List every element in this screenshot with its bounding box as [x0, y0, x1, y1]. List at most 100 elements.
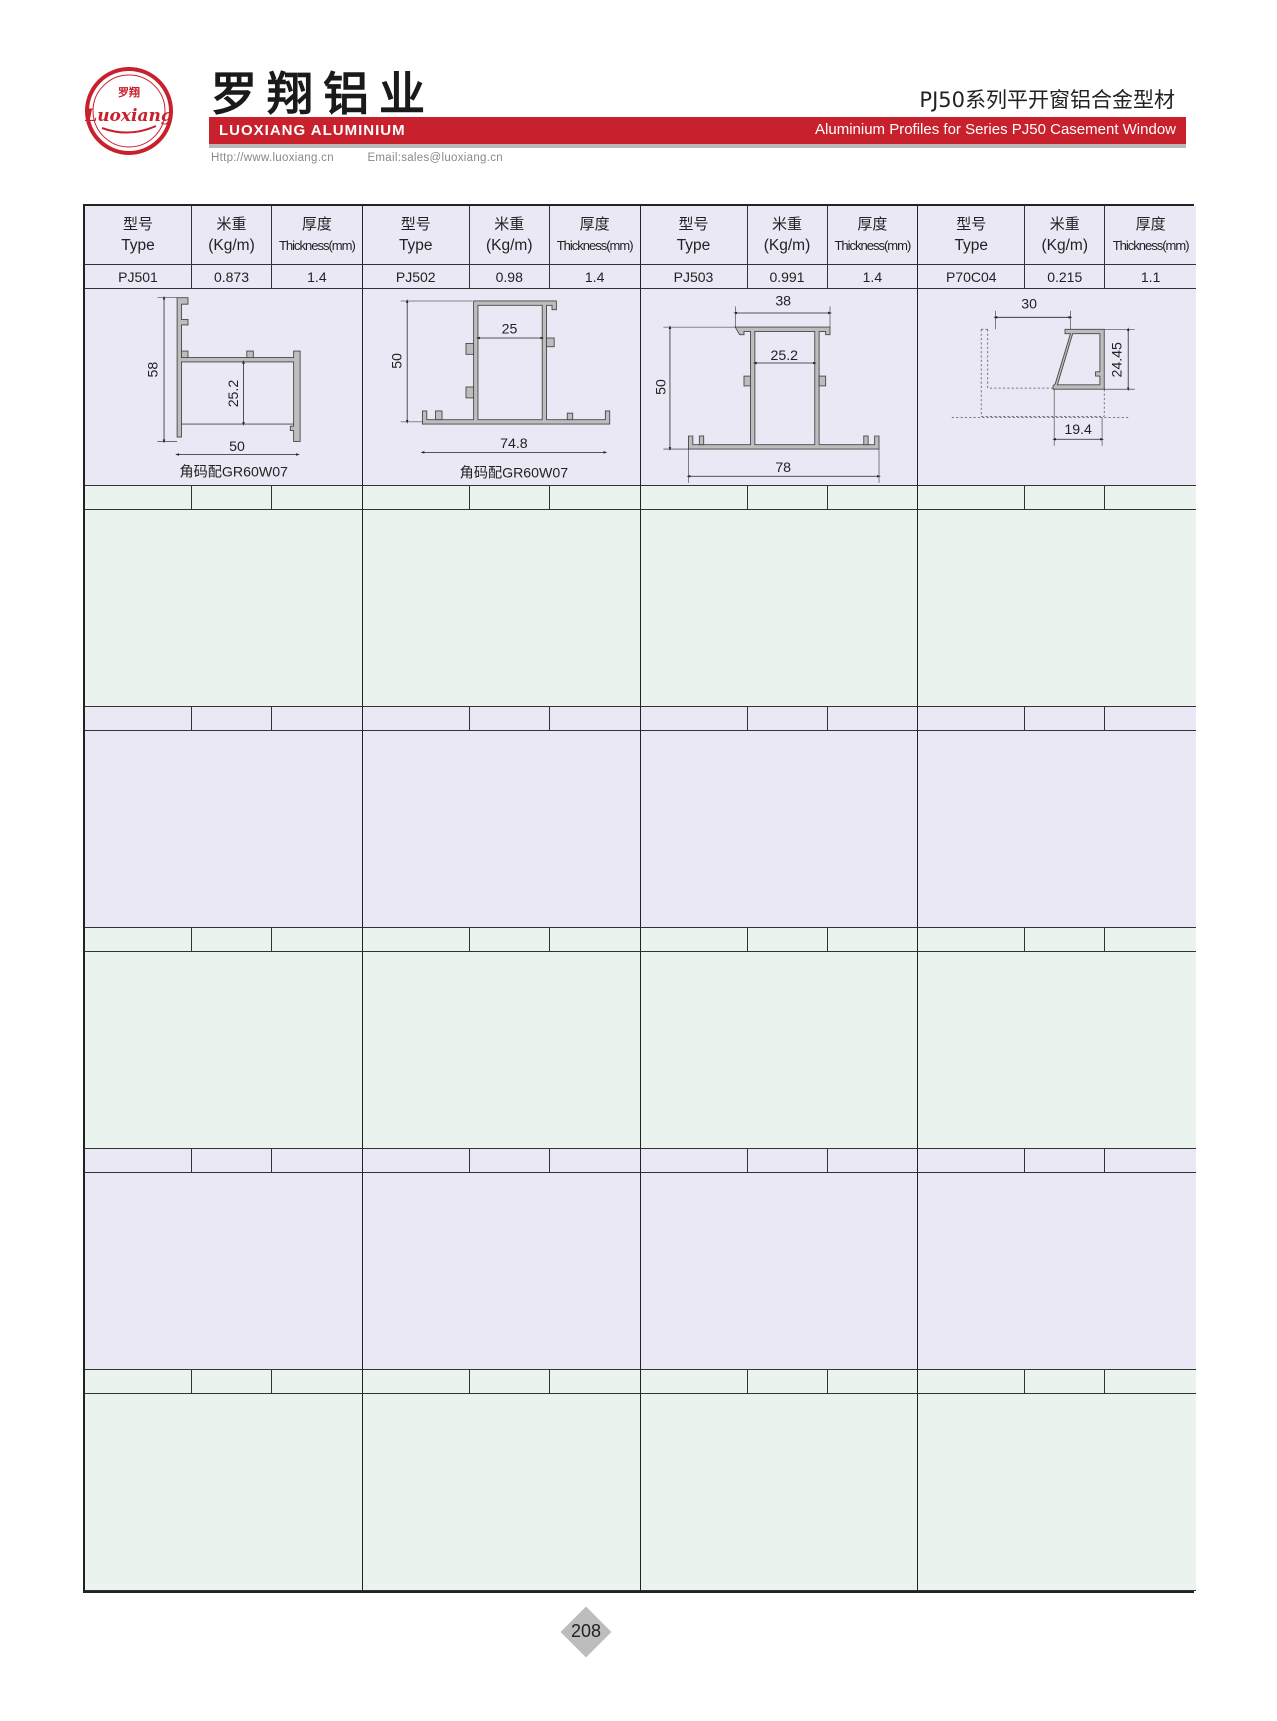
column-header: 厚度 Thickness(mm)	[272, 206, 363, 265]
column-header-cn: 厚度	[301, 215, 332, 233]
empty-cell	[827, 928, 919, 952]
empty-drawing-cell	[85, 1394, 363, 1591]
column-header-cn: 厚度	[857, 215, 888, 233]
empty-cell	[747, 928, 828, 952]
column-header-en: Thickness(mm)	[1112, 238, 1190, 253]
empty-cell	[747, 1370, 828, 1394]
header-banner: LUOXIANG ALUMINIUM Aluminium Profiles fo…	[209, 117, 1186, 148]
profile-caption: 角码配GR60W07	[180, 463, 289, 479]
profile-drawing-p70c04: 30 24.45 19.4	[918, 289, 1196, 486]
empty-cell	[272, 1149, 363, 1173]
column-header: 米重 (Kg/m)	[192, 206, 272, 265]
dimension-height: 50	[388, 353, 404, 369]
profile-type: PJ503	[640, 265, 748, 289]
column-header: 型号 Type	[362, 206, 470, 265]
column-header: 米重 (Kg/m)	[469, 206, 550, 265]
profile-drawing-pj501: 58 25.2 50 角码配GR60W07	[85, 289, 363, 486]
empty-cell	[827, 707, 919, 731]
dimension-width: 74.8	[500, 435, 528, 451]
empty-cell	[469, 1149, 550, 1173]
empty-cell	[1025, 486, 1106, 510]
column-header-cn: 型号	[122, 215, 153, 233]
column-header-en: Type	[121, 237, 155, 254]
brand-name-en: LUOXIANG ALUMINIUM	[219, 122, 406, 139]
profile-thickness: 1.4	[549, 265, 641, 289]
empty-cell	[362, 928, 470, 952]
empty-cell	[85, 1370, 192, 1394]
profile-thickness: 1.1	[1105, 265, 1196, 289]
column-header-cn: 型号	[956, 215, 987, 233]
dimension-height: 24.45	[1109, 342, 1125, 378]
profile-cross-section: 50 25 74.8 角码配GR60W07	[388, 299, 610, 480]
dimension-height: 50	[652, 379, 668, 395]
empty-drawing-cell	[918, 1394, 1196, 1591]
email-link[interactable]: Email:sales@luoxiang.cn	[367, 152, 503, 164]
empty-cell	[362, 1149, 470, 1173]
profile-type: P70C04	[918, 265, 1026, 289]
empty-cell	[640, 1149, 748, 1173]
empty-cell	[747, 486, 828, 510]
dimension-inner: 25	[501, 321, 517, 337]
empty-cell	[192, 928, 272, 952]
empty-cell	[192, 707, 272, 731]
profile-cross-section: 30 24.45 19.4	[952, 296, 1135, 446]
empty-cell	[1105, 928, 1196, 952]
column-header: 型号 Type	[918, 206, 1026, 265]
empty-cell	[918, 928, 1026, 952]
column-header-cn: 米重	[216, 215, 247, 233]
empty-cell	[85, 486, 192, 510]
page-number-badge: 208	[560, 1606, 612, 1658]
empty-cell	[549, 1149, 641, 1173]
empty-cell	[549, 928, 641, 952]
dimension-width: 78	[775, 459, 791, 475]
empty-cell	[469, 707, 550, 731]
empty-cell	[1105, 1149, 1196, 1173]
company-logo: 罗翔 Luoxiang	[84, 67, 173, 155]
dimension-top: 30	[1021, 296, 1037, 312]
empty-cell	[1025, 707, 1106, 731]
empty-drawing-cell	[85, 510, 363, 707]
brand-name-cn: 罗翔铝业	[211, 67, 435, 121]
dimension-bottom: 19.4	[1065, 421, 1093, 437]
column-header-en: (Kg/m)	[208, 237, 255, 254]
empty-cell	[640, 1370, 748, 1394]
column-header: 米重 (Kg/m)	[747, 206, 828, 265]
profile-thickness: 1.4	[827, 265, 919, 289]
column-header-cn: 型号	[678, 215, 709, 233]
empty-drawing-cell	[362, 1394, 641, 1591]
empty-cell	[918, 707, 1026, 731]
profile-weight: 0.98	[469, 265, 550, 289]
contact-info: Http://www.luoxiang.cn Email:sales@luoxi…	[211, 152, 533, 164]
empty-drawing-cell	[640, 731, 919, 928]
empty-cell	[640, 928, 748, 952]
empty-drawing-cell	[85, 1173, 363, 1370]
empty-drawing-cell	[85, 731, 363, 928]
empty-cell	[272, 928, 363, 952]
empty-cell	[1105, 707, 1196, 731]
empty-cell	[85, 707, 192, 731]
website-link[interactable]: Http://www.luoxiang.cn	[211, 152, 334, 164]
profile-drawing-pj503: 38 25.2 50 78	[640, 289, 919, 486]
column-header-en: Thickness(mm)	[834, 238, 911, 253]
column-header-cn: 米重	[1049, 215, 1080, 233]
empty-drawing-cell	[640, 952, 919, 1149]
column-header-en: Thickness(mm)	[278, 238, 356, 253]
profile-weight: 0.873	[192, 265, 272, 289]
empty-cell	[85, 928, 192, 952]
empty-cell	[469, 486, 550, 510]
empty-drawing-cell	[362, 731, 641, 928]
dimension-inner: 25.2	[770, 347, 798, 363]
empty-cell	[192, 1370, 272, 1394]
column-header-cn: 型号	[400, 215, 431, 233]
profile-cross-section: 38 25.2 50 78	[652, 292, 881, 483]
empty-drawing-cell	[918, 1173, 1196, 1370]
column-header-cn: 米重	[771, 215, 802, 233]
empty-cell	[362, 1370, 470, 1394]
empty-cell	[469, 1370, 550, 1394]
column-header: 厚度 Thickness(mm)	[549, 206, 641, 265]
profile-type: PJ502	[362, 265, 470, 289]
dimension-height: 58	[144, 362, 160, 378]
column-header-en: (Kg/m)	[1041, 237, 1089, 254]
dimension-inner: 25.2	[225, 380, 241, 408]
empty-cell	[827, 1370, 919, 1394]
